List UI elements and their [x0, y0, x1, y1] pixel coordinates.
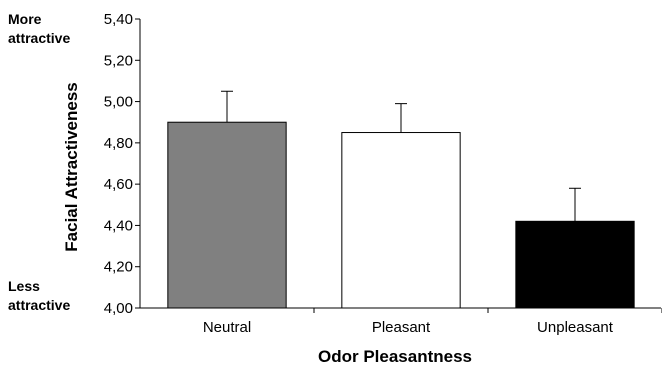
y-axis-title: Facial Attractiveness: [62, 82, 81, 251]
bar-neutral: [167, 121, 287, 309]
bars: [167, 121, 635, 309]
annotation-less: Less: [8, 278, 40, 294]
y-axis-ticks: 4,00 4,20 4,40 4,60 4,80 5,00 5,20 5,40: [104, 11, 140, 317]
bar-pleasant: [341, 132, 461, 309]
x-axis-categories: Neutral Pleasant Unpleasant: [203, 308, 662, 336]
error-bars: [221, 90, 581, 222]
x-axis-title: Odor Pleasantness: [318, 347, 472, 366]
y-tick-label: 4,60: [104, 176, 133, 193]
bar-unpleasant: [515, 220, 635, 309]
x-category-label: Neutral: [203, 319, 251, 336]
annotation-more: More: [8, 11, 42, 27]
y-tick-label: 4,80: [104, 135, 133, 152]
annotation-less-attractive: attractive: [8, 297, 70, 313]
y-tick-label: 5,40: [104, 11, 133, 28]
x-category-label: Unpleasant: [537, 319, 614, 336]
y-tick-label: 4,20: [104, 259, 133, 276]
y-tick-label: 4,40: [104, 217, 133, 234]
y-tick-label: 5,00: [104, 94, 133, 111]
annotation-more-attractive: attractive: [8, 30, 70, 46]
x-category-label: Pleasant: [372, 319, 431, 336]
y-tick-label: 4,00: [104, 300, 133, 317]
y-tick-label: 5,20: [104, 52, 133, 69]
